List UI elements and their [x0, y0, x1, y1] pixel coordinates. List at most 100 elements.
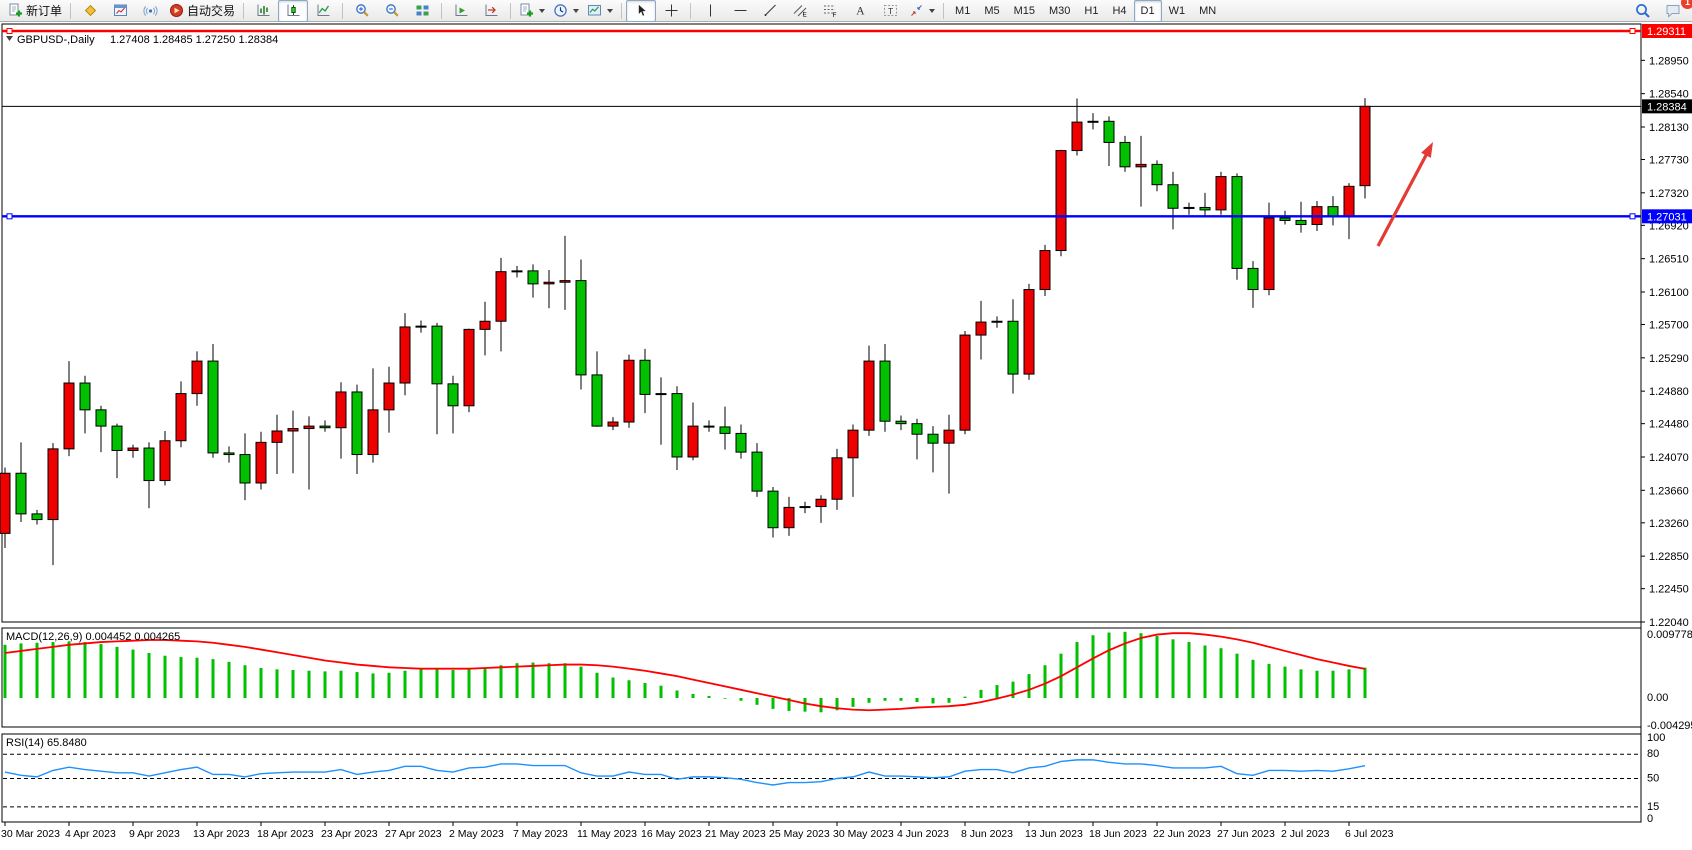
- chat-button[interactable]: [1658, 0, 1688, 22]
- arrows-button[interactable]: [905, 0, 939, 22]
- macd-histogram-bar: [851, 698, 855, 707]
- indicators-button[interactable]: [515, 0, 549, 22]
- date-tick-label: 21 May 2023: [705, 828, 766, 840]
- trend-arrow-annotation[interactable]: [1376, 142, 1433, 247]
- svg-text:1.28384: 1.28384: [1647, 101, 1687, 113]
- tile-windows-button[interactable]: [407, 0, 437, 22]
- templates-button[interactable]: [583, 0, 617, 22]
- macd-tick-label: 0.00: [1647, 692, 1668, 704]
- zoom-in-button[interactable]: [347, 0, 377, 22]
- timeframe-button-m5[interactable]: M5: [984, 4, 1000, 17]
- support-line-handle[interactable]: [6, 213, 13, 220]
- signals-button[interactable]: [135, 0, 165, 22]
- macd-histogram-bar: [1091, 635, 1095, 698]
- zoom-out-button[interactable]: [377, 0, 407, 22]
- macd-histogram-bar: [99, 644, 103, 698]
- notification-badge: 1: [1681, 0, 1692, 9]
- timeframe-button-m15[interactable]: M15: [1013, 4, 1035, 17]
- date-tick-label: 6 Jul 2023: [1345, 828, 1394, 840]
- resistance-line[interactable]: [2, 28, 1641, 34]
- date-tick-label: 7 May 2023: [513, 828, 568, 840]
- timeframe-button-m30[interactable]: M30: [1049, 4, 1071, 17]
- price-axis[interactable]: 1.28950 1.28540 1.28130 1.27730 1.27320 1.269…: [1641, 55, 1692, 825]
- macd-histogram-bar: [1363, 667, 1367, 698]
- toolbar-separator: [342, 2, 344, 19]
- macd-tick-label: -0.004295: [1647, 720, 1692, 732]
- macd-histogram-bar: [1123, 631, 1127, 698]
- macd-histogram-bar: [883, 698, 887, 701]
- price-tick-label: 1.26920: [1649, 220, 1689, 232]
- support-line[interactable]: [2, 213, 1641, 220]
- search-button[interactable]: [1628, 0, 1658, 22]
- panel-frames: [1, 23, 1642, 823]
- date-tick-label: 18 Jun 2023: [1089, 828, 1147, 840]
- macd-histogram-bar: [675, 690, 679, 698]
- support-line-handle[interactable]: [1629, 213, 1636, 220]
- timeframe-button-mn[interactable]: MN: [1199, 4, 1217, 17]
- macd-histogram-bar: [483, 667, 487, 698]
- macd-histogram-bar: [403, 670, 407, 698]
- fibonacci-button[interactable]: F: [815, 0, 845, 22]
- resistance-line-handle[interactable]: [1629, 28, 1636, 34]
- autotrading-button-label: 自动交易: [187, 4, 236, 18]
- periods-button[interactable]: [549, 0, 583, 22]
- chart-shift-button[interactable]: [476, 0, 506, 22]
- price-chart[interactable]: GBPUSD-,Daily 1.27408 1.28485 1.27250 1.2…: [0, 22, 1692, 845]
- auto-scroll-button[interactable]: [446, 0, 476, 22]
- date-tick-label: 9 Apr 2023: [129, 828, 180, 840]
- tiles-icon: [415, 3, 430, 18]
- macd-histogram-bar: [723, 698, 727, 699]
- line-chart-button[interactable]: [308, 0, 338, 22]
- time-axis[interactable]: 30 Mar 2023 4 Apr 2023 9 Apr 2023 13 Apr 20…: [1, 822, 1394, 840]
- chart-window[interactable]: GBPUSD-,Daily 1.27408 1.28485 1.27250 1.2…: [0, 22, 1692, 845]
- macd-histogram-bar: [819, 698, 823, 713]
- chevron-down-icon: [539, 8, 546, 13]
- macd-histogram-bar: [1347, 669, 1351, 698]
- date-tick-label: 4 Jun 2023: [897, 828, 949, 840]
- price-tick-label: 1.24880: [1649, 386, 1689, 398]
- price-tick-label: 1.23660: [1649, 485, 1689, 497]
- date-tick-label: 27 Apr 2023: [385, 828, 442, 840]
- text-button[interactable]: A: [845, 0, 875, 22]
- macd-histogram-bar: [707, 695, 711, 698]
- support-badge: 1.27031: [1642, 209, 1692, 224]
- toolbar-separator: [441, 2, 443, 19]
- macd-histogram-bar: [467, 669, 471, 698]
- market-watch-button[interactable]: [75, 0, 105, 22]
- chat-button-wrap[interactable]: 1: [1658, 0, 1692, 22]
- chart-title-caret-icon[interactable]: [6, 36, 13, 41]
- autotrading-button[interactable]: 自动交易: [165, 0, 239, 22]
- price-tick-label: 1.24070: [1649, 452, 1689, 464]
- vertical-line-button[interactable]: [695, 0, 725, 22]
- macd-histogram-bar: [243, 665, 247, 698]
- macd-histogram-bar: [1331, 670, 1335, 698]
- timeframe-button-m1[interactable]: M1: [955, 4, 971, 17]
- trendline-icon: [763, 3, 778, 18]
- macd-histogram-bar: [259, 667, 263, 698]
- macd-histogram-bar: [915, 698, 919, 703]
- macd-label: MACD(12,26,9) 0.004452 0.004265: [6, 631, 180, 643]
- rsi-indicator-panel: RSI(14) 65.8480: [3, 737, 1640, 808]
- macd-histogram-bar: [131, 649, 135, 698]
- date-tick-label: 30 May 2023: [833, 828, 894, 840]
- macd-histogram-bar: [963, 696, 967, 698]
- cursor-button[interactable]: [626, 0, 657, 22]
- horizontal-line-button[interactable]: [725, 0, 755, 22]
- timeframe-button-h1[interactable]: H1: [1084, 4, 1099, 17]
- chart-title: GBPUSD-,Daily 1.27408 1.28485 1.27250 1.2…: [6, 34, 278, 46]
- timeframe-button-d1[interactable]: D1: [1133, 0, 1162, 22]
- crosshair-button[interactable]: [656, 0, 686, 22]
- trendline-button[interactable]: [755, 0, 785, 22]
- price-tick-label: 1.22450: [1649, 584, 1689, 596]
- timeframe-button-w1[interactable]: W1: [1168, 4, 1186, 17]
- new-order-button[interactable]: 新订单: [4, 0, 66, 22]
- bar-chart-button[interactable]: [248, 0, 278, 22]
- label-button[interactable]: T: [875, 0, 905, 22]
- channel-button[interactable]: E: [785, 0, 815, 22]
- macd-histogram-bar: [1315, 670, 1319, 698]
- macd-histogram-bar: [339, 670, 343, 698]
- timeframe-button-h4[interactable]: H4: [1112, 4, 1127, 17]
- candlestick-chart-button[interactable]: [278, 0, 309, 22]
- chart-window-button[interactable]: [105, 0, 135, 22]
- resistance-line-handle[interactable]: [6, 28, 13, 34]
